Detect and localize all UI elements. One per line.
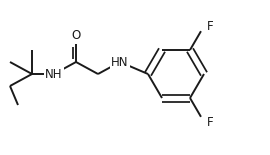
Text: O: O [71,29,81,42]
Text: F: F [207,20,214,33]
Text: HN: HN [111,55,129,69]
Text: NH: NH [45,67,63,80]
Text: F: F [207,115,214,128]
